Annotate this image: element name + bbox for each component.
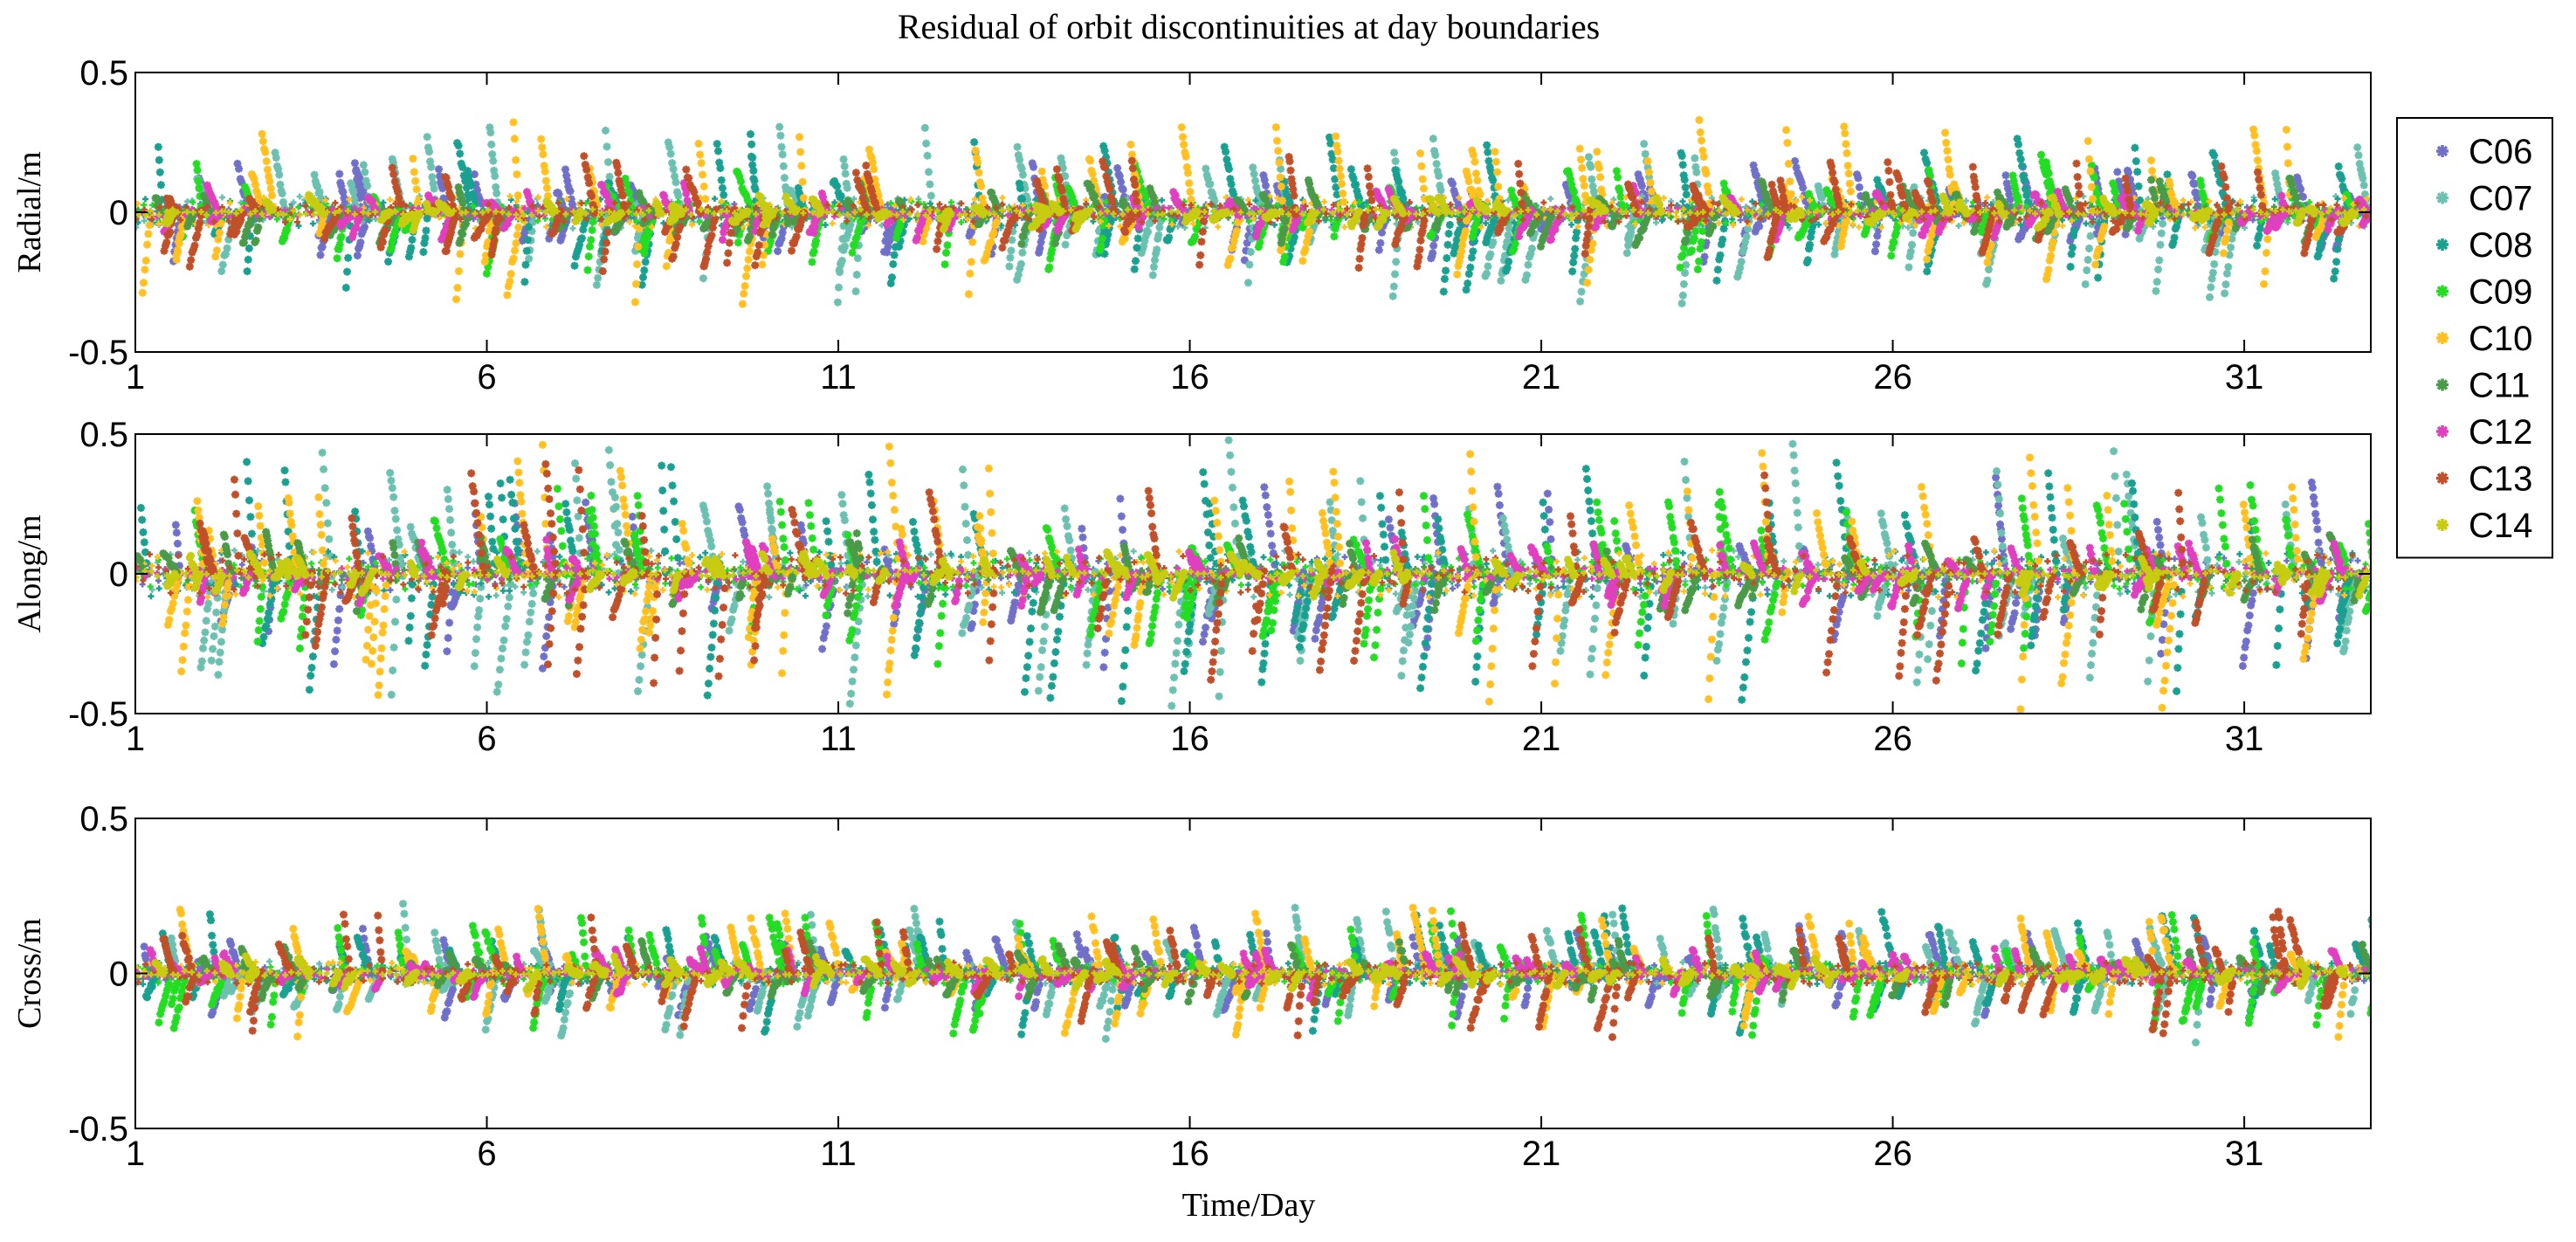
x-tick-label: 31 [2225,1135,2264,1173]
legend-box [2396,117,2553,559]
legend-marker [2436,519,2449,531]
legend-item-c07: C07 [2436,180,2532,218]
x-tick-label: 21 [1522,720,1561,758]
x-tick-label: 6 [477,358,496,397]
y-axis-label: Along/m [11,514,48,632]
legend-label: C13 [2469,460,2532,499]
legend-label: C10 [2469,320,2532,358]
y-tick-label: 0 [109,194,128,232]
x-tick-label: 21 [1522,1135,1561,1173]
series-c14 [135,190,2371,235]
legend-marker [2436,285,2449,298]
x-tick-label: 6 [477,1135,496,1173]
legend-item-c12: C12 [2436,413,2532,452]
legend-item-c10: C10 [2436,320,2532,358]
x-axis-label: Time/Day [1182,1187,1316,1224]
legend-marker [2436,425,2449,438]
series-data [135,436,2371,714]
series-data [135,115,2371,308]
legend-label: C07 [2469,180,2532,218]
y-tick-label: -0.5 [68,1110,128,1149]
series-data [135,900,2371,1047]
series-markers-c13 [135,459,2371,687]
series-c14 [135,548,2371,602]
legend: C06 C07 C08 C09 C10 C11 C12 C13 C14 [2396,117,2553,559]
x-tick-label: 1 [126,720,145,758]
x-tick-label: 11 [820,358,857,397]
legend-item-c11: C11 [2436,367,2530,405]
legend-marker [2436,472,2449,485]
x-tick-label: 16 [1170,720,1209,758]
x-tick-label: 26 [1873,720,1912,758]
series-c14 [135,952,2371,994]
series-markers-c14 [135,548,2371,602]
legend-label: C09 [2469,273,2532,312]
legend-marker [2436,191,2449,204]
y-axis-label: Cross/m [11,918,48,1029]
legend-item-c08: C08 [2436,226,2532,265]
x-tick-label: 26 [1873,1135,1912,1173]
x-tick-label: 1 [126,1135,145,1173]
legend-label: C14 [2469,507,2532,545]
x-tick-label: 11 [820,1135,857,1173]
x-tick-label: 16 [1170,358,1209,397]
x-tick-label: 21 [1522,358,1561,397]
legend-marker [2436,332,2449,344]
y-tick-label: 0.5 [79,54,128,93]
x-tick-label: 11 [820,720,857,758]
y-tick-label: -0.5 [68,695,128,734]
legend-item-c14: C14 [2436,507,2532,545]
legend-item-c09: C09 [2436,273,2532,312]
y-tick-label: 0.5 [79,800,128,838]
x-tick-label: 1 [126,358,145,397]
y-axis-label: Radial/m [11,151,48,273]
legend-marker [2436,378,2449,391]
y-tick-label: 0.5 [79,416,128,454]
legend-label: C12 [2469,413,2532,452]
series-c13 [135,459,2371,687]
legend-marker [2436,238,2449,251]
x-tick-label: 31 [2225,720,2264,758]
legend-label: C06 [2469,133,2532,171]
x-tick-label: 6 [477,720,496,758]
x-tick-label: 16 [1170,1135,1209,1173]
x-tick-label: 31 [2225,358,2264,397]
y-tick-label: 0 [109,555,128,594]
x-tick-label: 26 [1873,358,1912,397]
legend-label: C11 [2469,367,2530,405]
series-markers-c14 [135,952,2371,994]
y-tick-label: -0.5 [68,334,128,372]
chart-title: Residual of orbit discontinuities at day… [898,7,1600,46]
legend-item-c13: C13 [2436,460,2532,499]
series-markers-c14 [135,190,2371,235]
legend-item-c06: C06 [2436,133,2532,171]
legend-label: C08 [2469,226,2532,265]
y-tick-label: 0 [109,956,128,994]
legend-marker [2436,145,2449,157]
